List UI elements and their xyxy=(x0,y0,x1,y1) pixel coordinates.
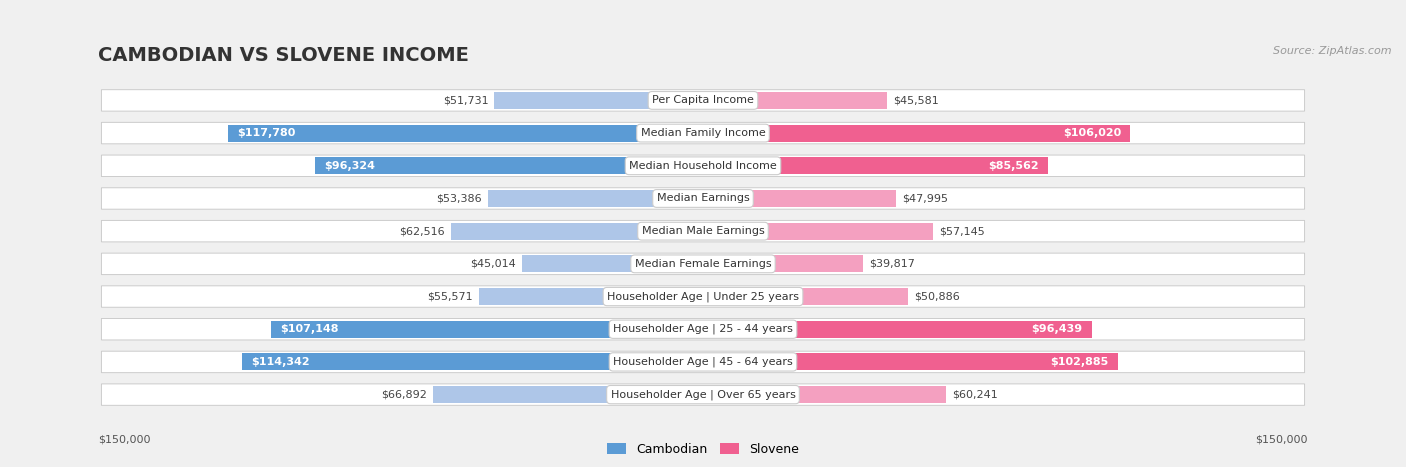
Bar xyxy=(495,92,703,109)
Text: $114,342: $114,342 xyxy=(252,357,309,367)
Bar xyxy=(703,386,946,403)
FancyBboxPatch shape xyxy=(101,155,1305,177)
Bar xyxy=(703,125,1130,142)
Text: $45,581: $45,581 xyxy=(893,95,939,106)
FancyBboxPatch shape xyxy=(101,286,1305,307)
FancyBboxPatch shape xyxy=(101,122,1305,144)
Legend: Cambodian, Slovene: Cambodian, Slovene xyxy=(602,438,804,461)
Bar xyxy=(703,255,863,272)
Text: Householder Age | Under 25 years: Householder Age | Under 25 years xyxy=(607,291,799,302)
FancyBboxPatch shape xyxy=(101,384,1305,405)
Text: $47,995: $47,995 xyxy=(903,193,949,204)
Text: Median Household Income: Median Household Income xyxy=(628,161,778,171)
Text: Median Earnings: Median Earnings xyxy=(657,193,749,204)
Text: $66,892: $66,892 xyxy=(381,389,427,400)
Text: Source: ZipAtlas.com: Source: ZipAtlas.com xyxy=(1274,46,1392,56)
FancyBboxPatch shape xyxy=(101,318,1305,340)
Bar xyxy=(703,157,1047,174)
Text: Householder Age | 25 - 44 years: Householder Age | 25 - 44 years xyxy=(613,324,793,334)
Text: $102,885: $102,885 xyxy=(1050,357,1108,367)
Text: $51,731: $51,731 xyxy=(443,95,488,106)
Text: $85,562: $85,562 xyxy=(988,161,1039,171)
Bar xyxy=(488,190,703,207)
FancyBboxPatch shape xyxy=(101,351,1305,373)
Text: $53,386: $53,386 xyxy=(436,193,482,204)
Text: Per Capita Income: Per Capita Income xyxy=(652,95,754,106)
Text: Median Female Earnings: Median Female Earnings xyxy=(634,259,772,269)
Bar xyxy=(433,386,703,403)
Text: $57,145: $57,145 xyxy=(939,226,986,236)
Text: $106,020: $106,020 xyxy=(1063,128,1121,138)
Text: $50,886: $50,886 xyxy=(914,291,960,302)
Text: $117,780: $117,780 xyxy=(238,128,295,138)
Text: $107,148: $107,148 xyxy=(280,324,339,334)
Text: $60,241: $60,241 xyxy=(952,389,998,400)
FancyBboxPatch shape xyxy=(101,253,1305,275)
Text: Median Male Earnings: Median Male Earnings xyxy=(641,226,765,236)
Bar xyxy=(451,223,703,240)
Text: Median Family Income: Median Family Income xyxy=(641,128,765,138)
Text: CAMBODIAN VS SLOVENE INCOME: CAMBODIAN VS SLOVENE INCOME xyxy=(98,46,470,65)
Text: $62,516: $62,516 xyxy=(399,226,444,236)
Bar xyxy=(703,321,1091,338)
FancyBboxPatch shape xyxy=(101,90,1305,111)
Bar xyxy=(703,190,897,207)
Text: $96,324: $96,324 xyxy=(323,161,375,171)
Bar xyxy=(315,157,703,174)
Text: $150,000: $150,000 xyxy=(98,434,150,444)
Text: Householder Age | 45 - 64 years: Householder Age | 45 - 64 years xyxy=(613,357,793,367)
FancyBboxPatch shape xyxy=(101,220,1305,242)
Text: $45,014: $45,014 xyxy=(470,259,516,269)
Bar xyxy=(703,223,934,240)
Text: $39,817: $39,817 xyxy=(869,259,915,269)
Bar xyxy=(479,288,703,305)
Text: $150,000: $150,000 xyxy=(1256,434,1308,444)
Bar xyxy=(271,321,703,338)
Text: Householder Age | Over 65 years: Householder Age | Over 65 years xyxy=(610,389,796,400)
Bar xyxy=(242,354,703,370)
Bar xyxy=(522,255,703,272)
Text: $96,439: $96,439 xyxy=(1032,324,1083,334)
FancyBboxPatch shape xyxy=(101,188,1305,209)
Bar xyxy=(703,354,1118,370)
Bar xyxy=(703,288,908,305)
Bar xyxy=(703,92,887,109)
Text: $55,571: $55,571 xyxy=(427,291,472,302)
Bar xyxy=(228,125,703,142)
